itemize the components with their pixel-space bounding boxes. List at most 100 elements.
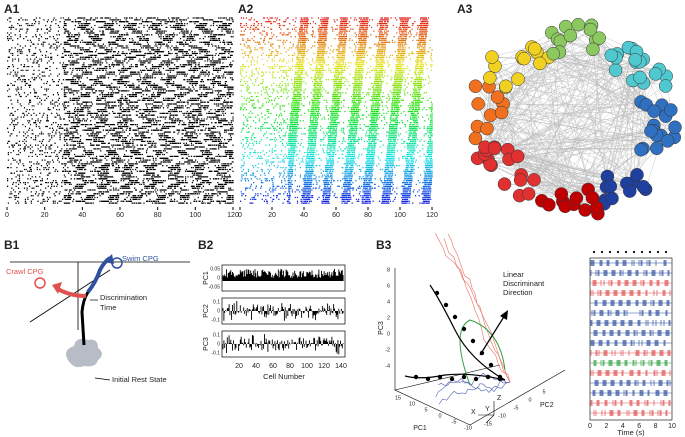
spikes [590,370,671,376]
tick-label: 15 [395,395,401,401]
spikes [591,310,668,316]
network-node [480,121,494,136]
spikes [593,330,670,336]
label: Linear [503,270,524,279]
network-node [608,63,623,77]
stim-dot [648,250,652,254]
x-tick-label: 60 [332,212,340,219]
network-node [668,120,682,135]
loading-bars [222,334,344,355]
network-node [648,67,663,81]
network-node [585,191,600,205]
x-tick-label: 120 [426,212,438,219]
trajectory [80,291,90,346]
state-dot [437,374,443,380]
x-label: Cell Number [263,372,305,381]
network-node [510,149,525,164]
network-node [583,22,598,37]
axis-label: PC2 [540,402,554,409]
x-tick-label: 20 [41,212,49,219]
crawl-trajectory [443,238,511,383]
loading-bars [222,301,344,321]
tick-label: 2 [387,315,390,321]
mean-crawl [429,284,506,381]
label: Crawl CPG [6,267,44,276]
x-tick-label: 20 [268,212,276,219]
network-node [527,42,542,56]
network-node [569,191,584,205]
x-tick-label: 40 [78,212,86,219]
network-node [578,203,592,217]
ld-arrow [479,314,506,356]
x-tick-label: 120 [318,363,330,370]
spikes [592,280,669,286]
tick-label: 0 [438,413,441,419]
network-node [521,187,536,201]
tick-label: -5 [514,405,519,411]
axis-label: PC3 [378,321,385,335]
y-tick-label: -0.1 [211,350,220,356]
network-node [517,51,531,66]
stim-dot [592,250,596,254]
panel-label: B2 [198,238,214,252]
state-dot [473,376,479,382]
panel-label: B1 [4,238,20,252]
stim-dot [656,250,660,254]
network-node [592,31,606,45]
network-node [636,179,651,194]
pointer [94,377,111,381]
label: Initial Rest State [112,375,167,384]
tick-label: -10 [464,425,472,431]
state-dot [425,376,431,382]
axes-key [478,401,495,424]
stim-dot [624,250,628,254]
spikes [590,270,670,276]
crawl-path [56,287,87,298]
x-tick-label: 100 [394,212,406,219]
y-tick-label: 0 [217,275,220,281]
x-label: Time (s) [617,428,645,437]
x-tick-label: 60 [116,212,124,219]
network-node [658,79,673,93]
network-node [623,184,637,198]
x-tick-label: 4 [621,423,625,430]
spikes [590,320,671,326]
stim-dot [640,250,644,254]
network-node [499,79,513,94]
network-node [628,53,643,67]
network-node [571,17,585,32]
y-tick-label: 0.1 [213,299,220,305]
panel-label: A2 [238,2,254,16]
state-dot [485,374,491,380]
spikes [592,390,668,396]
y-label: PC1 [203,271,210,285]
tick-label: -2 [385,347,390,353]
label: Discriminant [503,279,545,288]
plot-frame [221,297,346,325]
axes-3d [394,268,566,426]
network-node [649,141,664,156]
tick-label: 10 [409,401,415,407]
crawl-trajectory [447,233,511,383]
stim-dot [664,250,668,254]
network-node [513,173,528,187]
network-node [533,56,547,71]
swim-cpg [111,257,123,269]
tick-label: 0 [387,331,390,337]
y-tick-label: 0.05 [210,266,220,272]
x-tick-label: 10 [668,423,676,430]
network-node [497,177,512,191]
tick-label: 6 [387,283,390,289]
tick-label: 4 [387,299,390,305]
network-node [630,168,644,182]
x-tick-label: 20 [235,363,243,370]
arrowhead [52,282,62,294]
spikes [590,260,667,266]
x-tick-label: 0 [588,423,592,430]
x-tick-label: 0 [5,212,9,219]
x-tick-label: 2 [604,423,608,430]
tick-label: 5 [424,407,427,413]
network-node [660,134,675,148]
x-tick-label: 0 [238,212,242,219]
